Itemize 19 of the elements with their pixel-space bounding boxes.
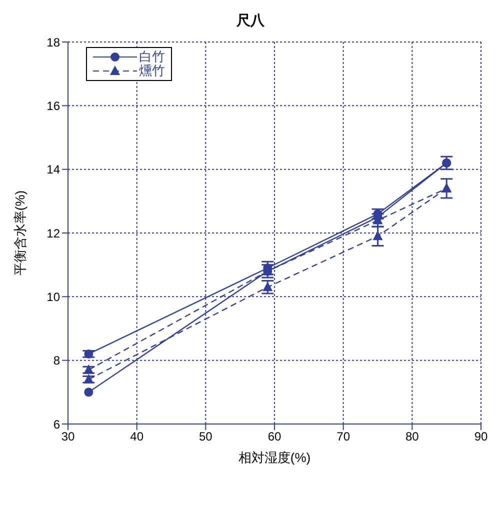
y-tick-label: 6	[53, 417, 60, 432]
x-tick-label: 60	[268, 430, 282, 444]
y-tick-label: 8	[53, 354, 60, 368]
x-axis-title: 相対湿度(%)	[238, 450, 311, 465]
chart-title: 尺八	[235, 11, 266, 30]
y-tick-label: 14	[46, 162, 60, 177]
y-axis-title: 平衡含水率(%)	[12, 190, 28, 276]
x-tick-label: 70	[336, 430, 350, 444]
x-tick-label: 90	[474, 430, 488, 444]
x-tick-label: 40	[130, 430, 144, 444]
x-tick-label: 80	[405, 430, 420, 444]
x-tick-label: 50	[198, 430, 213, 444]
legend-label: 白竹	[139, 49, 165, 64]
x-tick-label: 30	[61, 430, 75, 444]
y-tick-label: 10	[46, 290, 60, 304]
y-tick-label: 12	[46, 226, 60, 240]
legend-label: 燻竹	[139, 63, 165, 78]
y-tick-label: 16	[46, 98, 60, 113]
y-tick-label: 18	[46, 35, 60, 50]
